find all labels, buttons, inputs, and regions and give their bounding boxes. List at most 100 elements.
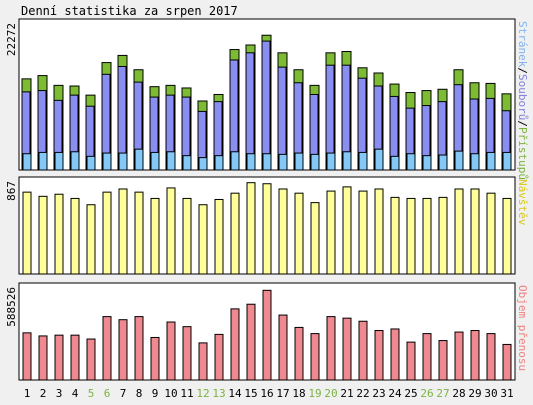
bar-Objem přenosu-day-24: [390, 328, 400, 381]
bar-Stránek-day-6: [102, 152, 112, 171]
x-tick-label-day-5: 5: [88, 387, 95, 400]
bar-Návštěv-day-3: [54, 193, 64, 275]
bar-Objem přenosu-day-3: [54, 334, 64, 381]
bar-Objem přenosu-day-30: [486, 333, 496, 381]
bar-Stránek-day-3: [54, 151, 64, 171]
x-tick-label-day-16: 16: [260, 387, 273, 400]
bar-Objem přenosu-day-16: [262, 289, 272, 381]
bar-Stránek-day-26: [422, 155, 432, 171]
x-tick-label-day-12: 12: [196, 387, 209, 400]
bar-Stránek-day-14: [230, 151, 240, 171]
bar-Návštěv-day-7: [118, 188, 128, 275]
bar-Návštěv-day-25: [406, 197, 416, 275]
bar-Stránek-day-10: [166, 151, 176, 171]
x-tick-label-day-26: 26: [420, 387, 433, 400]
bar-Objem přenosu-day-28: [454, 331, 464, 381]
bar-Stránek-day-7: [118, 152, 128, 171]
bar-Objem přenosu-day-23: [374, 330, 384, 381]
bar-Návštěv-day-9: [150, 197, 160, 275]
bar-Objem přenosu-day-29: [470, 330, 480, 381]
bar-Objem přenosu-day-12: [198, 342, 208, 381]
bar-Stránek-day-12: [198, 157, 208, 171]
bar-Návštěv-day-31: [502, 197, 512, 275]
x-tick-label-day-3: 3: [56, 387, 63, 400]
x-tick-label-day-27: 27: [436, 387, 449, 400]
x-tick-label-day-13: 13: [212, 387, 225, 400]
x-tick-label-day-11: 11: [180, 387, 193, 400]
bar-Návštěv-day-18: [294, 192, 304, 275]
bar-Stránek-day-5: [86, 155, 96, 171]
chart-title: Denní statistika za srpen 2017: [21, 4, 238, 18]
bar-Stránek-day-16: [262, 153, 272, 171]
bar-Návštěv-day-14: [230, 192, 240, 275]
bar-Objem přenosu-day-26: [422, 333, 432, 381]
bar-Stránek-day-4: [70, 151, 80, 171]
bar-Objem přenosu-day-25: [406, 341, 416, 381]
bar-Objem přenosu-day-6: [102, 316, 112, 381]
x-tick-label-day-20: 20: [324, 387, 337, 400]
bar-Stránek-day-23: [374, 148, 384, 171]
bar-Stránek-day-31: [502, 151, 512, 171]
bar-Návštěv-day-8: [134, 191, 144, 275]
legend-entry: Stránek: [516, 21, 529, 68]
bar-Objem přenosu-day-22: [358, 320, 368, 381]
x-tick-label-day-25: 25: [404, 387, 417, 400]
x-tick-label-day-7: 7: [120, 387, 127, 400]
bar-Objem přenosu-day-13: [214, 333, 224, 381]
x-tick-label-day-6: 6: [104, 387, 111, 400]
x-tick-label-day-1: 1: [24, 387, 31, 400]
bar-Návštěv-day-6: [102, 191, 112, 275]
bar-Objem přenosu-day-27: [438, 340, 448, 381]
x-tick-label-day-22: 22: [356, 387, 369, 400]
bar-Objem přenosu-day-10: [166, 321, 176, 381]
x-tick-label-day-28: 28: [452, 387, 465, 400]
panel-volume-legend: Objem přenosu: [516, 285, 529, 371]
bar-Objem přenosu-day-20: [326, 316, 336, 381]
panel-hits-ymax-label: 22272: [5, 23, 18, 56]
bar-Návštěv-day-24: [390, 196, 400, 275]
x-tick-label-day-2: 2: [40, 387, 47, 400]
bar-Návštěv-day-28: [454, 188, 464, 275]
legend-entry: Souborů: [516, 74, 529, 120]
bar-Návštěv-day-19: [310, 202, 320, 275]
x-tick-label-day-14: 14: [228, 387, 242, 400]
bar-Návštěv-day-11: [182, 197, 192, 275]
bar-Objem přenosu-day-7: [118, 319, 128, 381]
bar-Stránek-day-2: [38, 151, 48, 171]
bar-Objem přenosu-day-4: [70, 334, 80, 381]
bar-Stránek-day-17: [278, 153, 288, 171]
bar-Návštěv-day-17: [278, 188, 288, 275]
bar-Objem přenosu-day-21: [342, 317, 352, 381]
bar-Stránek-day-20: [326, 152, 336, 171]
x-tick-label-day-10: 10: [164, 387, 177, 400]
legend-entry: Návštěv: [516, 179, 529, 226]
bar-Návštěv-day-4: [70, 197, 80, 275]
legend-entry: /: [516, 120, 529, 127]
bar-Stránek-day-29: [470, 153, 480, 171]
bar-Návštěv-day-23: [374, 188, 384, 275]
x-tick-label-day-15: 15: [244, 387, 257, 400]
bar-Návštěv-day-30: [486, 192, 496, 275]
bar-Návštěv-day-1: [22, 191, 32, 275]
bar-Návštěv-day-29: [470, 188, 480, 275]
bar-Návštěv-day-22: [358, 190, 368, 275]
bar-Objem přenosu-day-1: [22, 332, 32, 381]
bar-Návštěv-day-20: [326, 190, 336, 275]
bar-Stránek-day-24: [390, 155, 400, 171]
bar-Stránek-day-15: [246, 153, 256, 171]
bar-Stránek-day-19: [310, 153, 320, 171]
panel-hits-legend: Stránek/Souborů/Přístupů: [516, 21, 529, 180]
bar-Návštěv-day-12: [198, 204, 208, 275]
x-tick-label-day-30: 30: [484, 387, 497, 400]
bar-Stránek-day-30: [486, 151, 496, 171]
panel-visits-legend: Návštěv: [516, 179, 529, 226]
bar-Stránek-day-9: [150, 151, 160, 171]
bar-Návštěv-day-27: [438, 196, 448, 275]
bar-Souborů-day-16: [261, 40, 271, 171]
bar-Stránek-day-11: [182, 155, 192, 171]
bar-Stránek-day-13: [214, 155, 224, 171]
bar-Návštěv-day-21: [342, 186, 352, 275]
panel-visits-ymax-label: 867: [5, 181, 18, 201]
bar-Návštěv-day-26: [422, 197, 432, 275]
